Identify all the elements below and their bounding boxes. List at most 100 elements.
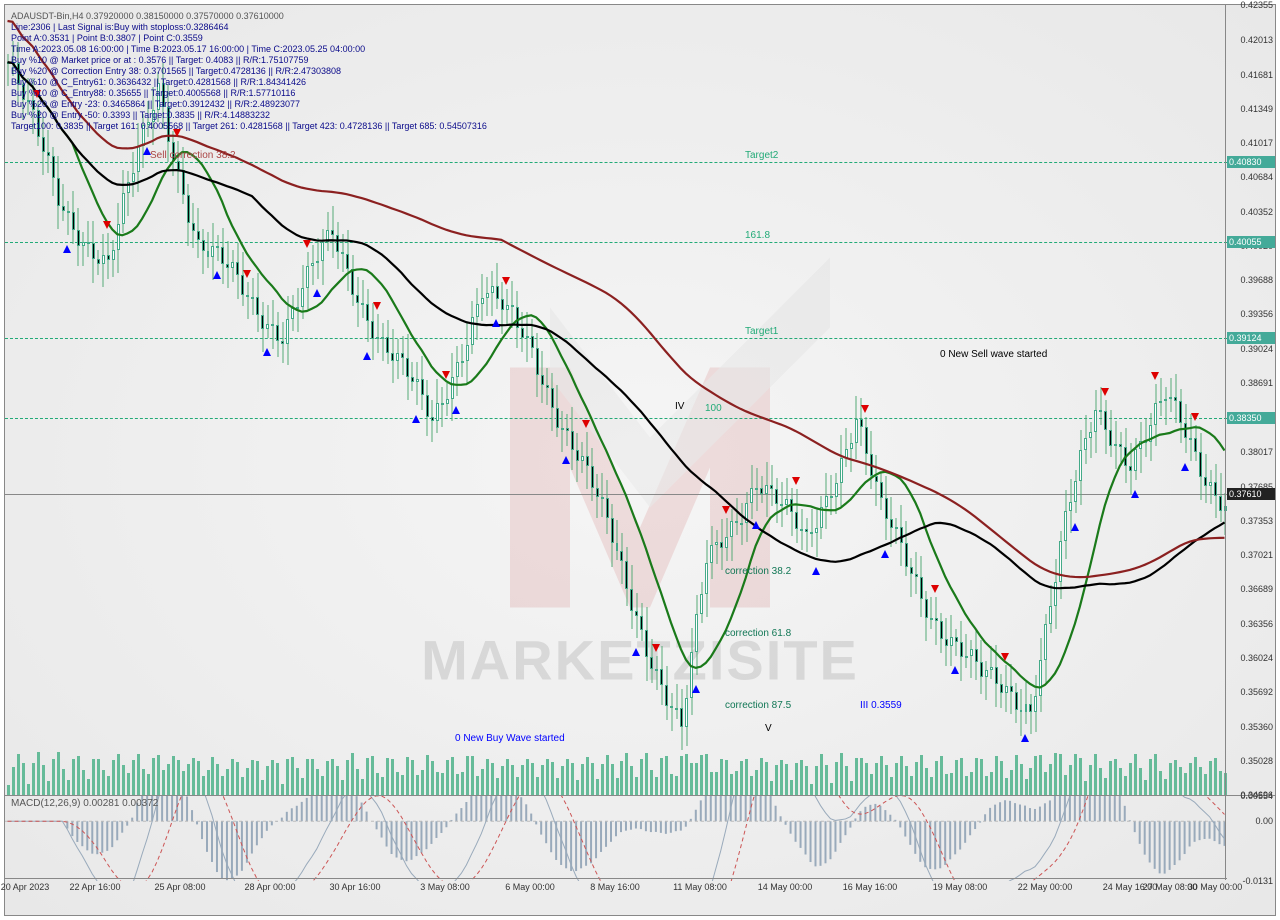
- volume-bar: [675, 776, 678, 796]
- volume-bar: [102, 770, 105, 795]
- volume-bar: [810, 784, 813, 795]
- macd-panel[interactable]: MACD(12,26,9) 0.00281 0.00372: [5, 795, 1227, 880]
- volume-bar: [1094, 754, 1097, 796]
- arrow-up-icon: [881, 550, 889, 558]
- arrow-down-icon: [243, 270, 251, 278]
- volume-bar: [276, 763, 279, 795]
- arrow-down-icon: [502, 277, 510, 285]
- volume-bar: [620, 761, 623, 795]
- volume-bar: [950, 773, 953, 795]
- volume-bar: [396, 772, 399, 795]
- volume-bar: [436, 772, 439, 795]
- volume-bar: [516, 777, 519, 795]
- volume-bar: [62, 769, 65, 795]
- volume-bar: [995, 756, 998, 795]
- volume-bar: [655, 777, 658, 795]
- volume-bar: [1114, 759, 1117, 795]
- volume-bar: [511, 765, 514, 795]
- volume-bar: [700, 755, 703, 795]
- volume-bar: [481, 769, 484, 795]
- arrow-down-icon: [722, 506, 730, 514]
- volume-bar: [456, 774, 459, 795]
- arrow-down-icon: [652, 644, 660, 652]
- volume-bar: [1184, 773, 1187, 795]
- volume-bar: [1000, 761, 1003, 795]
- volume-bar: [321, 776, 324, 795]
- info-line: Time A:2023.05.08 16:00:00 | Time B:2023…: [11, 44, 487, 55]
- ytick: 0.40352: [1240, 207, 1273, 217]
- volume-bar: [1084, 781, 1087, 795]
- arrow-up-icon: [752, 521, 760, 529]
- volume-bar: [496, 778, 499, 795]
- volume-bar: [835, 762, 838, 795]
- volume-bar: [411, 760, 414, 795]
- chart-label: 0 New Sell wave started: [940, 349, 1047, 360]
- volume-bar: [940, 756, 943, 795]
- volume-bar: [52, 759, 55, 795]
- arrow-up-icon: [1131, 490, 1139, 498]
- ytick: 0.42013: [1240, 35, 1273, 45]
- volume-bar: [142, 769, 145, 795]
- volume-bar: [1139, 768, 1142, 795]
- volume-bar: [216, 764, 219, 795]
- volume-bar: [291, 757, 294, 795]
- main-price-chart[interactable]: ADAUSDT-Bin,H4 0.37920000 0.38150000 0.3…: [5, 5, 1227, 795]
- arrow-down-icon: [931, 585, 939, 593]
- volume-bar: [361, 779, 364, 795]
- volume-bar: [660, 758, 663, 795]
- volume-bar: [840, 753, 843, 795]
- ytick-highlight: 0.39124: [1227, 332, 1275, 344]
- macd-svg: [5, 796, 1227, 881]
- info-line: Target100: 0.3835 || Target 161: 0.40055…: [11, 121, 487, 132]
- volume-bar: [112, 760, 115, 795]
- ytick: 0.38017: [1240, 447, 1273, 457]
- volume-bar: [1044, 772, 1047, 795]
- volume-bar: [915, 762, 918, 795]
- info-line: Buy %20 @ Entry -50: 0.3393 || Target:0.…: [11, 110, 487, 121]
- volume-bar: [441, 773, 444, 795]
- hline: [5, 494, 1227, 495]
- chart-label: Target1: [745, 326, 778, 337]
- volume-bar: [920, 755, 923, 795]
- volume-bar: [132, 760, 135, 795]
- volume-bar: [301, 778, 304, 795]
- volume-bar: [311, 759, 314, 795]
- xtick: 30 Apr 16:00: [329, 882, 380, 892]
- chart-label: 100: [705, 403, 722, 414]
- volume-bar: [122, 765, 125, 795]
- ytick: 0.35028: [1240, 756, 1273, 766]
- volume-bar: [202, 776, 205, 795]
- ytick: 0.37021: [1240, 550, 1273, 560]
- volume-bar: [1025, 779, 1028, 795]
- ytick: 0.36356: [1240, 619, 1273, 629]
- volume-bar: [1144, 780, 1147, 795]
- volume-bar: [890, 777, 893, 795]
- volume-bar: [561, 766, 564, 795]
- xtick: 22 May 00:00: [1018, 882, 1073, 892]
- arrow-up-icon: [632, 648, 640, 656]
- volume-bar: [1049, 764, 1052, 795]
- volume-bar: [486, 759, 489, 795]
- volume-bar: [251, 760, 254, 795]
- volume-bar: [77, 756, 80, 795]
- volume-bar: [935, 761, 938, 795]
- volume-bar: [501, 766, 504, 795]
- volume-bar: [990, 772, 993, 795]
- volume-bar: [930, 777, 933, 795]
- chart-label: correction 61.8: [725, 628, 791, 639]
- volume-bar: [625, 753, 628, 795]
- volume-bar: [346, 760, 349, 795]
- volume-bar: [800, 760, 803, 795]
- volume-bar: [875, 763, 878, 795]
- volume-bar: [571, 763, 574, 795]
- volume-bar: [1109, 761, 1112, 795]
- info-line: Buy %10 @ C_Entry88: 0.35655 || Target:0…: [11, 88, 487, 99]
- arrow-up-icon: [692, 685, 700, 693]
- arrow-down-icon: [1101, 388, 1109, 396]
- volume-bar: [546, 759, 549, 795]
- volume-bar: [1194, 757, 1197, 795]
- xtick: 6 May 00:00: [505, 882, 555, 892]
- volume-bar: [925, 768, 928, 795]
- price-yaxis: 0.423550.420130.416810.413490.410170.406…: [1225, 5, 1275, 795]
- volume-bar: [1089, 765, 1092, 795]
